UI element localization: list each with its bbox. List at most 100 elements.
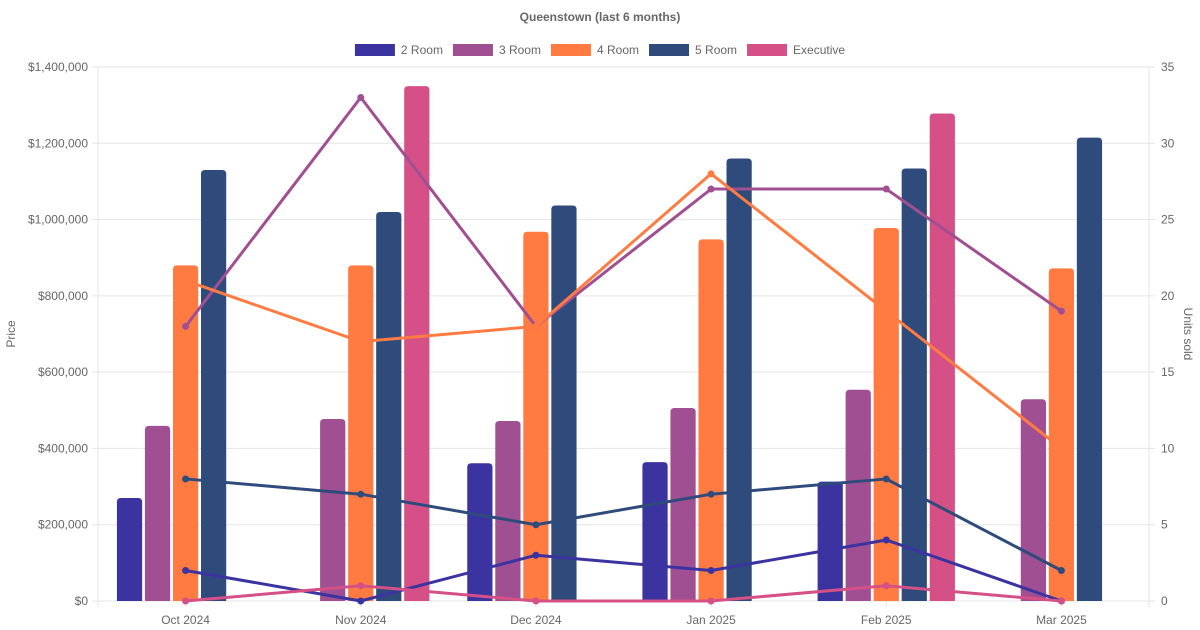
legend-item-3-room[interactable]: 3 Room bbox=[452, 43, 541, 57]
bar-4-room-5[interactable] bbox=[1048, 268, 1075, 601]
bar-3-room-5[interactable] bbox=[1020, 399, 1047, 601]
bar-2-room-4[interactable] bbox=[817, 481, 843, 601]
legend-label: Executive bbox=[793, 43, 845, 57]
legend-swatch bbox=[747, 44, 788, 56]
point-executive-3[interactable] bbox=[707, 597, 715, 605]
gridlines bbox=[92, 66, 1150, 607]
point-5-room-0[interactable] bbox=[182, 475, 190, 483]
legend-swatch bbox=[550, 44, 591, 56]
line-executive bbox=[185, 584, 1062, 603]
x-tick-label: Oct 2024 bbox=[161, 613, 210, 627]
bar-5-room-5[interactable] bbox=[1076, 137, 1103, 602]
point-2-room-1[interactable] bbox=[357, 597, 365, 605]
bar-4-room-4[interactable] bbox=[873, 227, 899, 601]
bar-5-room-1[interactable] bbox=[376, 211, 402, 601]
y-axis-right: 0 5 10 15 20 25 30 35 bbox=[1149, 60, 1175, 608]
point-4-room-5[interactable] bbox=[1057, 444, 1065, 452]
y-tick-label: $400,000 bbox=[38, 441, 88, 455]
x-tick-label: Feb 2025 bbox=[861, 613, 912, 627]
bar-5-room-0[interactable] bbox=[200, 169, 227, 601]
legend: 2 Room 3 Room 4 Room 5 Room Executive bbox=[354, 43, 845, 57]
bar-2-room-2[interactable] bbox=[467, 463, 493, 601]
lines bbox=[182, 94, 1065, 605]
y2-tick-label: 25 bbox=[1161, 213, 1175, 227]
point-4-room-2[interactable] bbox=[532, 322, 540, 330]
bar-2-room-0[interactable] bbox=[116, 498, 143, 601]
x-tick-label: Dec 2024 bbox=[510, 613, 562, 627]
y2-tick-label: 35 bbox=[1161, 60, 1175, 74]
point-3-room-0[interactable] bbox=[182, 322, 190, 330]
legend-item-2-room[interactable]: 2 Room bbox=[354, 43, 443, 57]
bar-5-room-4[interactable] bbox=[901, 168, 927, 601]
y2-tick-label: 20 bbox=[1161, 289, 1175, 303]
line-2-room bbox=[185, 538, 1062, 603]
y-tick-label: $0 bbox=[75, 594, 89, 608]
bar-executive-4[interactable] bbox=[929, 113, 955, 601]
y2-axis-title: Units sold bbox=[1181, 308, 1195, 361]
bar-4-room-1[interactable] bbox=[348, 265, 374, 601]
legend-swatch bbox=[354, 44, 395, 56]
bar-4-room-0[interactable] bbox=[172, 265, 199, 601]
point-3-room-5[interactable] bbox=[1057, 307, 1065, 315]
legend-label: 3 Room bbox=[499, 43, 541, 57]
legend-item-executive[interactable]: Executive bbox=[747, 43, 845, 57]
bar-3-room-3[interactable] bbox=[670, 407, 696, 601]
x-tick-label: Jan 2025 bbox=[686, 613, 736, 627]
bar-5-room-2[interactable] bbox=[551, 205, 577, 602]
y-tick-label: $600,000 bbox=[38, 365, 88, 379]
point-4-room-3[interactable] bbox=[707, 170, 715, 178]
point-executive-5[interactable] bbox=[1057, 597, 1065, 605]
y-tick-label: $1,200,000 bbox=[28, 136, 88, 150]
bar-3-room-0[interactable] bbox=[144, 425, 171, 601]
y-axis-left: $0 $200,000 $400,000 $600,000 $800,000 $1,000… bbox=[28, 60, 88, 608]
legend-label: 4 Room bbox=[597, 43, 639, 57]
point-4-room-0[interactable] bbox=[182, 277, 190, 285]
line-5-room bbox=[185, 477, 1063, 572]
point-3-room-1[interactable] bbox=[357, 94, 365, 102]
point-2-room-0[interactable] bbox=[182, 566, 190, 574]
point-5-room-4[interactable] bbox=[882, 475, 890, 483]
legend-item-5-room[interactable]: 5 Room bbox=[649, 43, 737, 57]
bar-4-room-2[interactable] bbox=[523, 231, 549, 601]
bar-4-room-3[interactable] bbox=[698, 239, 724, 602]
point-executive-1[interactable] bbox=[357, 582, 365, 590]
bar-3-room-4[interactable] bbox=[845, 389, 871, 601]
y2-tick-label: 30 bbox=[1161, 136, 1175, 150]
point-executive-4[interactable] bbox=[882, 582, 890, 590]
x-tick-label: Nov 2024 bbox=[335, 613, 387, 627]
y2-tick-label: 10 bbox=[1161, 441, 1175, 455]
point-2-room-3[interactable] bbox=[707, 566, 715, 574]
bars bbox=[116, 86, 1103, 602]
y2-tick-label: 5 bbox=[1161, 518, 1168, 532]
point-executive-2[interactable] bbox=[532, 597, 540, 605]
x-tick-label: Mar 2025 bbox=[1036, 613, 1087, 627]
legend-swatch bbox=[649, 44, 690, 56]
bar-3-room-1[interactable] bbox=[320, 419, 346, 601]
point-5-room-5[interactable] bbox=[1057, 566, 1065, 574]
legend-swatch bbox=[452, 44, 493, 56]
point-5-room-1[interactable] bbox=[357, 490, 365, 498]
x-axis: Oct 2024 Nov 2024 Dec 2024 Jan 2025 Feb 2025… bbox=[161, 601, 1087, 627]
bar-executive-1[interactable] bbox=[404, 86, 430, 602]
line-4-room bbox=[185, 172, 1063, 450]
bar-3-room-2[interactable] bbox=[495, 420, 521, 601]
point-5-room-3[interactable] bbox=[707, 490, 715, 498]
y2-tick-label: 0 bbox=[1161, 594, 1168, 608]
y-tick-label: $1,400,000 bbox=[28, 60, 88, 74]
point-2-room-4[interactable] bbox=[882, 536, 890, 544]
point-4-room-1[interactable] bbox=[357, 338, 365, 346]
bar-2-room-3[interactable] bbox=[642, 462, 668, 601]
y2-tick-label: 15 bbox=[1161, 365, 1175, 379]
chart-title: Queenstown (last 6 months) bbox=[520, 10, 681, 24]
legend-item-4-room[interactable]: 4 Room bbox=[550, 43, 639, 57]
point-5-room-2[interactable] bbox=[532, 521, 540, 529]
point-executive-0[interactable] bbox=[182, 597, 190, 605]
point-3-room-3[interactable] bbox=[707, 185, 715, 193]
point-3-room-4[interactable] bbox=[882, 185, 890, 193]
point-2-room-2[interactable] bbox=[532, 551, 540, 559]
point-4-room-4[interactable] bbox=[882, 307, 890, 315]
y-tick-label: $200,000 bbox=[38, 518, 88, 532]
bar-5-room-3[interactable] bbox=[726, 158, 752, 602]
y-tick-label: $800,000 bbox=[38, 289, 88, 303]
